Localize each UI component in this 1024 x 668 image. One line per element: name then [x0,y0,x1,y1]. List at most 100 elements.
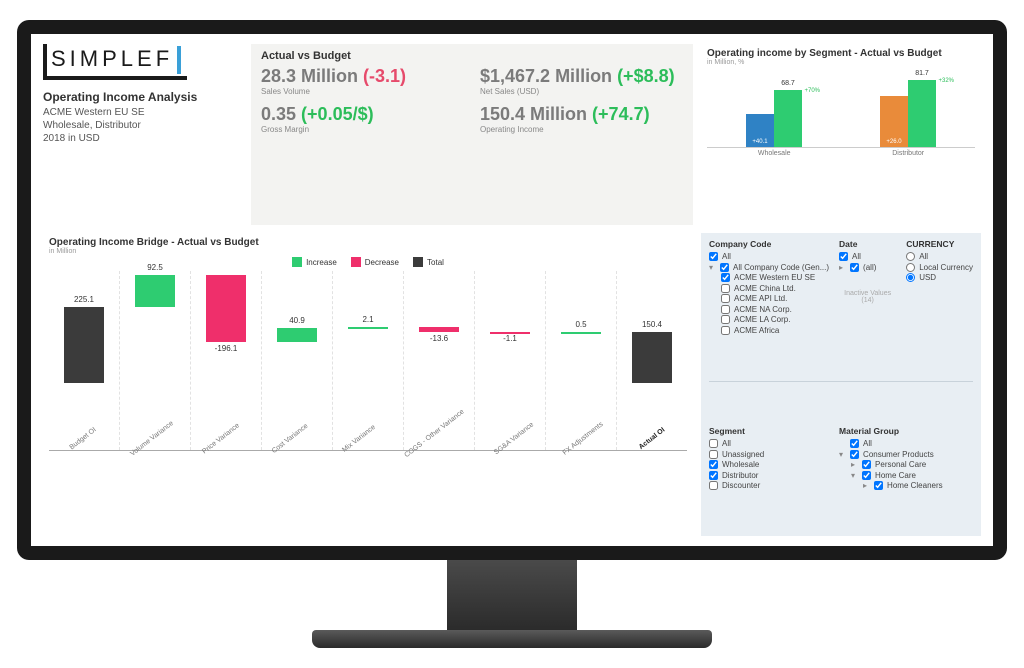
bridge-step[interactable]: -13.6 [404,271,475,450]
filters-panel: Company Code All ▾All Company Code (Gen.… [701,233,981,536]
kpi-delta: (+0.05/$) [301,104,374,124]
monitor-bezel: SIMPLEF Operating Income Analysis ACME W… [17,20,1007,560]
filter-item[interactable]: Distributor [709,471,829,480]
filter-date-sub[interactable]: ▸(all) [839,263,896,272]
bridge-value-label: 0.5 [546,320,616,329]
monitor-stand-base [312,630,712,648]
filter-item[interactable]: ACME China Ltd. [721,284,829,293]
kpi-label: Gross Margin [261,125,464,134]
bridge-value-label: 40.9 [262,316,332,325]
kpi-value: 28.3 Million (-3.1) [261,66,464,87]
bridge-bar[interactable] [348,327,387,329]
bridge-chart[interactable]: 225.192.5-196.140.92.1-13.6-1.10.5150.4 [49,271,687,451]
bridge-value-label: -196.1 [191,344,261,353]
bridge-value-label: 92.5 [120,263,190,272]
filter-item[interactable]: ACME Western EU SE [721,273,829,282]
monitor-frame: SIMPLEF Operating Income Analysis ACME W… [17,20,1007,648]
kpi-value: $1,467.2 Million (+$8.8) [480,66,683,87]
segment-bar[interactable]: 68.7+70% [774,90,802,147]
bridge-bar[interactable] [632,332,671,383]
filter-material: Material Group All▾Consumer Products▸Per… [839,426,973,530]
legend-decrease: Decrease [351,257,399,267]
bridge-step[interactable]: -196.1 [191,271,262,450]
filter-item[interactable]: Wholesale [709,460,829,469]
segment-subtitle: in Million, % [707,59,975,66]
segment-bar[interactable]: +40.1 [746,114,774,147]
filter-item[interactable]: ▸Personal Care [851,460,973,469]
filter-company: Company Code All ▾All Company Code (Gen.… [709,239,829,375]
kpi-card-title: Actual vs Budget [261,50,683,62]
bridge-bar[interactable] [419,327,458,332]
filter-date-inactive: Inactive Values (14) [839,290,896,304]
filter-date-all[interactable]: All [839,252,896,261]
filter-item[interactable]: All [709,439,829,448]
bridge-value-label: -13.6 [404,334,474,343]
bridge-bar[interactable] [64,307,103,383]
filter-item[interactable]: ACME Africa [721,326,829,335]
kpi-item: 0.35 (+0.05/$)Gross Margin [261,104,464,134]
report-sub-2: Wholesale, Distributor [43,119,243,132]
filter-item[interactable]: USD [906,273,973,282]
bridge-bar[interactable] [135,275,174,306]
filter-item[interactable]: ACME NA Corp. [721,305,829,314]
filter-date: Date All ▸(all) Inactive Values (14) [839,239,896,375]
bridge-step[interactable]: 225.1 [49,271,120,450]
kpi-delta: (+74.7) [592,104,650,124]
filter-company-all[interactable]: All [709,252,829,261]
filter-item[interactable]: ACME API Ltd. [721,294,829,303]
filter-divider [709,381,973,421]
bridge-subtitle: in Million [49,248,687,255]
segment-chart[interactable]: +40.168.7+70% +26.081.7+32% [707,68,975,148]
bridge-card: Operating Income Bridge - Actual vs Budg… [43,233,693,536]
brand-logo: SIMPLEF [43,44,187,80]
segment-x-label: Wholesale [758,150,791,157]
legend-increase: Increase [292,257,337,267]
filter-company-title: Company Code [709,239,829,249]
bridge-value-label: 225.1 [49,295,119,304]
filter-segment: Segment All UnassignedWholesale Distributo… [709,426,829,530]
kpi-grid: 28.3 Million (-3.1)Sales Volume $1,467.2 … [261,66,683,134]
bridge-bar[interactable] [561,332,600,334]
filter-segment-title: Segment [709,426,829,436]
filter-item[interactable]: ▾Consumer Products [839,450,973,459]
segment-card: Operating income by Segment - Actual vs … [701,44,981,225]
bridge-x-labels: Budget OIVolume VariancePrice VarianceCo… [49,451,687,468]
segment-bar[interactable]: +26.0 [880,96,908,147]
kpi-card: Actual vs Budget 28.3 Million (-3.1)Sale… [251,44,693,225]
kpi-label: Net Sales (USD) [480,87,683,96]
filter-item[interactable]: ACME LA Corp. [721,315,829,324]
report-sub-3: 2018 in USD [43,132,243,145]
kpi-label: Operating Income [480,125,683,134]
filter-item[interactable]: ▾Home Care [851,471,973,480]
bridge-step[interactable]: 2.1 [333,271,404,450]
filter-item[interactable]: Unassigned [709,450,829,459]
filter-item[interactable]: All [906,252,973,261]
bridge-value-label: 2.1 [333,315,403,324]
filter-item[interactable]: ▸Home Cleaners [863,481,973,490]
segment-bar[interactable]: 81.7+32% [908,80,936,147]
segment-group[interactable]: +40.168.7+70% [739,77,809,147]
kpi-value: 150.4 Million (+74.7) [480,104,683,125]
kpi-delta: (+$8.8) [617,66,675,86]
bridge-bar[interactable] [277,328,316,342]
filter-currency: CURRENCY AllLocal CurrencyUSD [906,239,973,375]
bridge-step[interactable]: 40.9 [262,271,333,450]
segment-x-axis: Wholesale Distributor [707,148,975,157]
segment-x-label: Distributor [892,150,924,157]
filter-item[interactable]: All [839,439,973,448]
kpi-value: 0.35 (+0.05/$) [261,104,464,125]
bridge-step[interactable]: 92.5 [120,271,191,450]
segment-title: Operating income by Segment - Actual vs … [707,48,975,59]
bridge-value-label: 150.4 [617,320,687,329]
filter-item[interactable]: Local Currency [906,263,973,272]
kpi-item: 28.3 Million (-3.1)Sales Volume [261,66,464,96]
header-block: SIMPLEF Operating Income Analysis ACME W… [43,44,243,225]
filter-company-parent[interactable]: ▾All Company Code (Gen...) [709,263,829,272]
bridge-bar[interactable] [206,275,245,342]
kpi-label: Sales Volume [261,87,464,96]
segment-group[interactable]: +26.081.7+32% [873,77,943,147]
kpi-item: $1,467.2 Million (+$8.8)Net Sales (USD) [480,66,683,96]
report-sub-1: ACME Western EU SE [43,106,243,119]
kpi-item: 150.4 Million (+74.7)Operating Income [480,104,683,134]
filter-item[interactable]: Discounter [709,481,829,490]
